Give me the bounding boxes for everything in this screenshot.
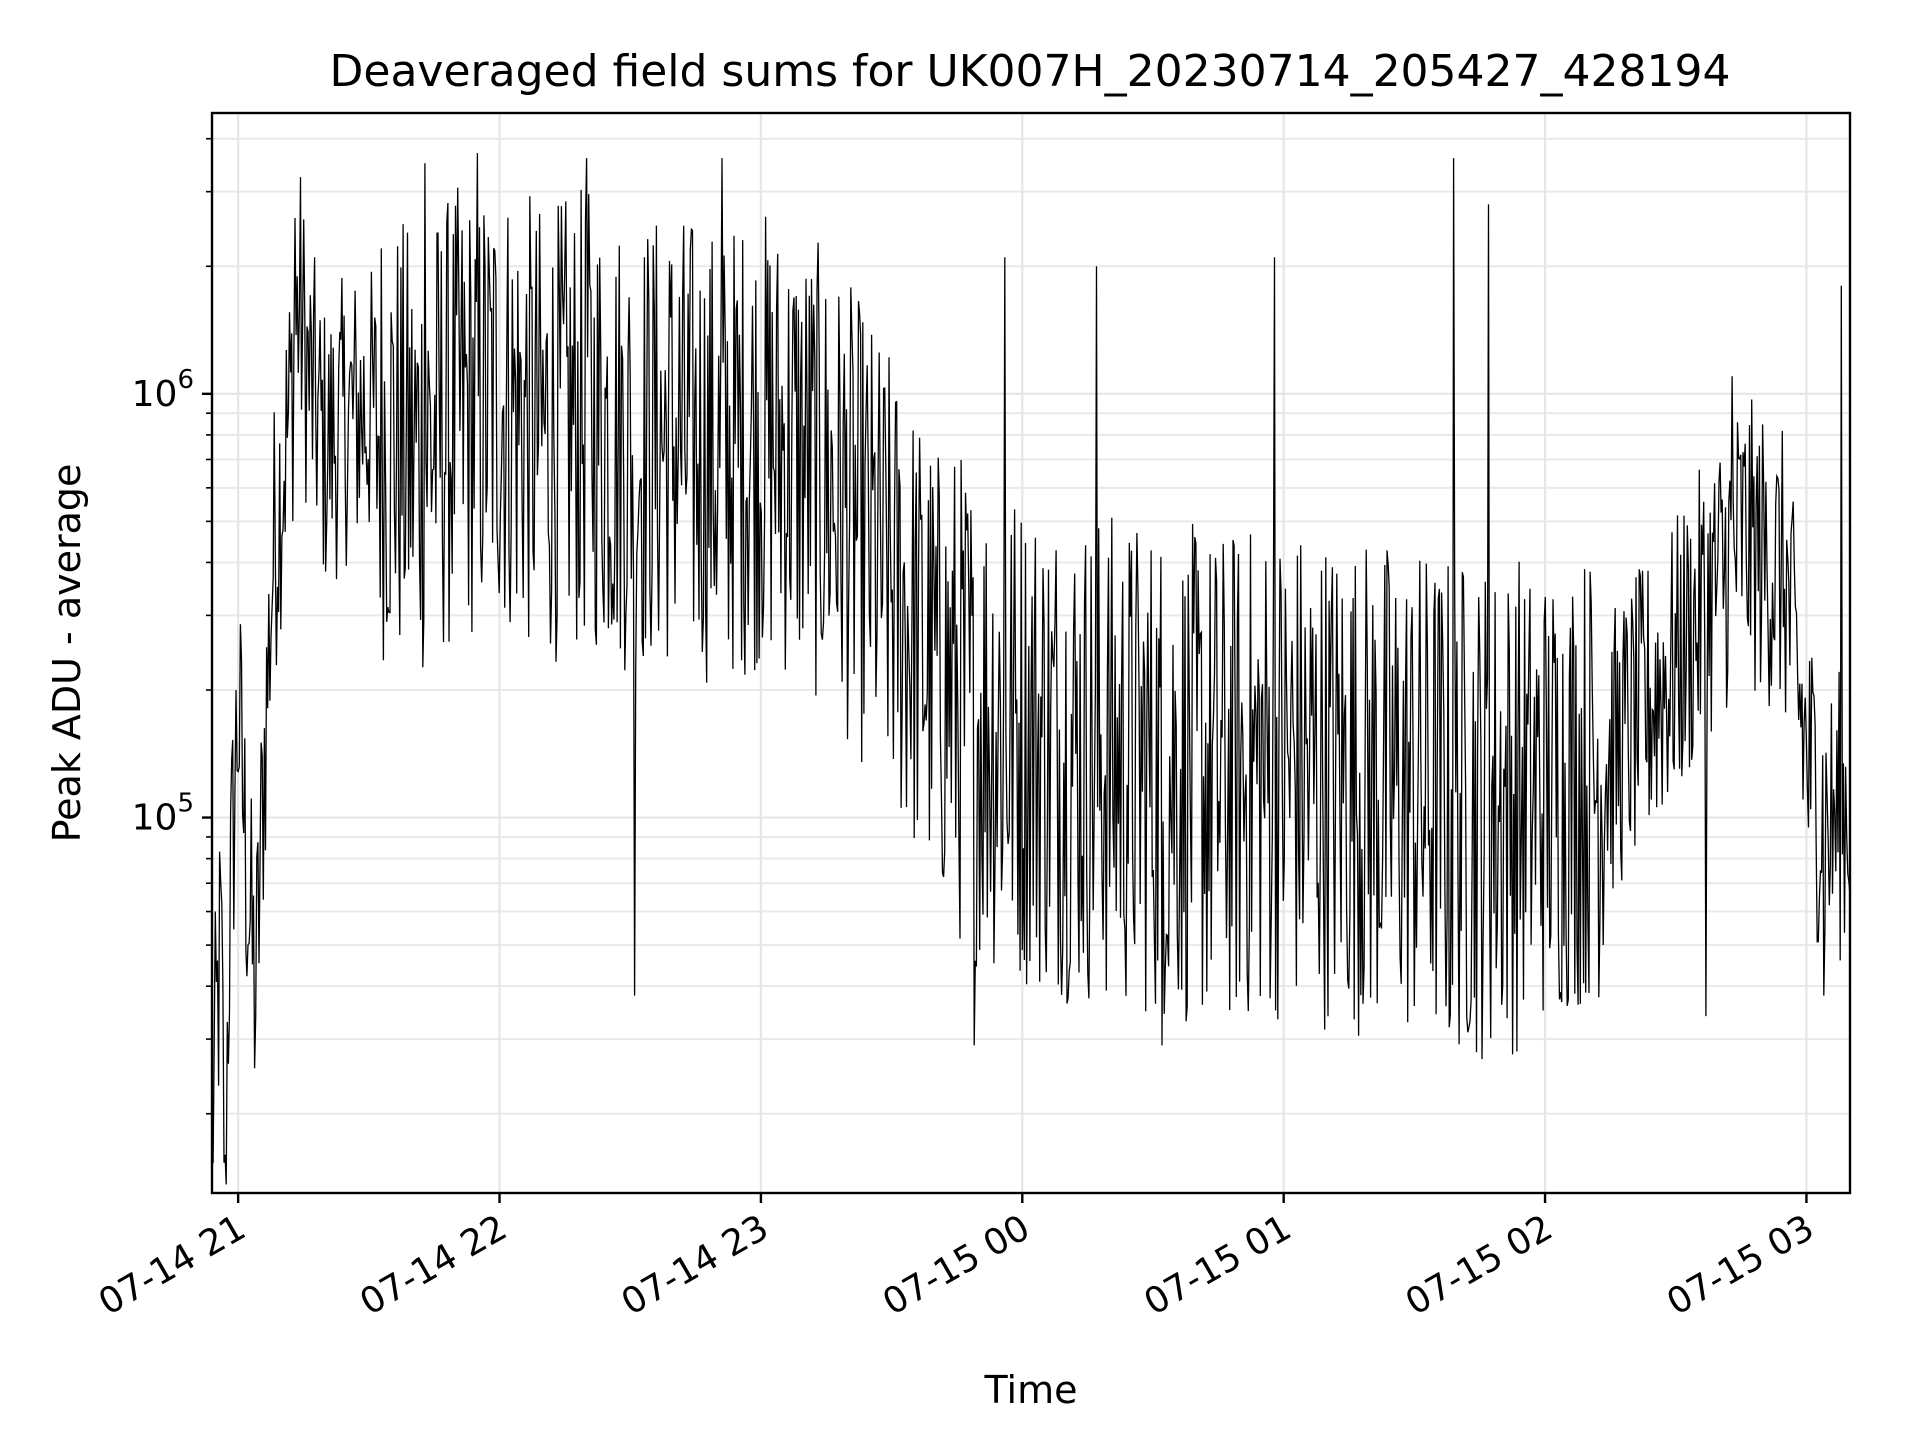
chart-title: Deaveraged field sums for UK007H_2023071… bbox=[330, 46, 1731, 97]
y-tick-label-base: 10 bbox=[132, 798, 178, 839]
plot-frame bbox=[210, 111, 1852, 1195]
x-axis-label: Time bbox=[984, 1368, 1078, 1412]
series-line bbox=[211, 153, 1851, 1185]
y-tick-label: 105 bbox=[132, 789, 194, 839]
y-tick-label-exponent: 6 bbox=[177, 365, 194, 395]
y-tick-label: 106 bbox=[132, 365, 194, 415]
series-layer bbox=[211, 153, 1851, 1185]
y-axis-label: Peak ADU - average bbox=[45, 464, 89, 843]
y-tick-label-base: 10 bbox=[132, 374, 178, 415]
y-tick-label-exponent: 5 bbox=[177, 789, 194, 819]
